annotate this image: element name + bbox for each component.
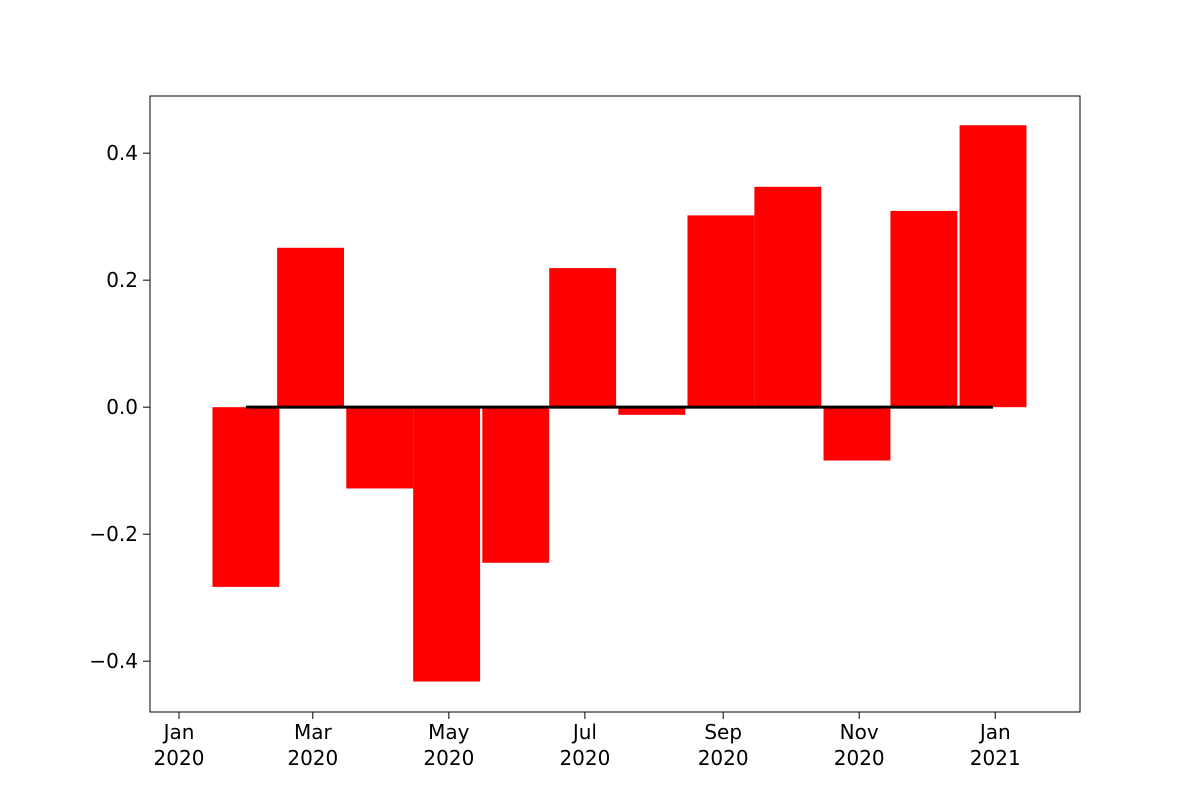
x-tick-label-year: 2020 (287, 746, 338, 770)
y-tick-label: 0.0 (106, 395, 138, 419)
bar-2020-09-30 (754, 186, 822, 408)
x-tick-label-month: Nov (840, 720, 879, 744)
bar-2020-05-31 (482, 407, 550, 563)
x-tick-label: Mar 2020 (287, 720, 338, 770)
x-tick-label-month: Jan (162, 720, 195, 744)
x-tick-label-year: 2020 (698, 746, 749, 770)
bar-2020-04-30 (413, 407, 481, 682)
bar-2020-01-31 (212, 407, 280, 587)
x-tick-label: Nov 2020 (834, 720, 885, 770)
bar-2020-06-30 (549, 268, 617, 408)
bar-2020-07-31 (618, 407, 686, 415)
x-tick-label-year: 2020 (834, 746, 885, 770)
bar-2020-10-31 (823, 407, 891, 461)
x-tick-label: Sep 2020 (698, 720, 749, 770)
x-tick-label-year: 2020 (423, 746, 474, 770)
x-tick-label-month: Jan (978, 720, 1011, 744)
x-tick-label: May 2020 (423, 720, 474, 770)
bar-2020-11-30 (890, 210, 958, 408)
x-tick-label: Jan 2021 (970, 720, 1021, 770)
bar-2020-03-31 (346, 407, 414, 489)
bar-2020-02-29 (277, 247, 345, 408)
y-tick-label: 0.2 (106, 268, 138, 292)
x-tick-label-month: Sep (704, 720, 742, 744)
x-tick-label-month: Mar (294, 720, 333, 744)
x-tick-label: Jan 2020 (154, 720, 205, 770)
x-tick-label-month: May (428, 720, 470, 744)
plot-frame (149, 95, 1081, 713)
y-tick-label: −0.2 (89, 522, 138, 546)
x-tick-label-year: 2021 (970, 746, 1021, 770)
x-tick-label-month: Jul (571, 720, 597, 744)
x-tick-label: Jul 2020 (559, 720, 610, 770)
bar-2020-12-31 (959, 125, 1027, 408)
x-tick-label-year: 2020 (154, 746, 205, 770)
y-axis-ticks: 0.4 0.2 0.0 −0.2 −0.4 (89, 141, 150, 673)
bar-2020-08-31 (687, 215, 755, 408)
y-tick-label: 0.4 (106, 141, 138, 165)
x-tick-label-year: 2020 (559, 746, 610, 770)
y-tick-label: −0.4 (89, 649, 138, 673)
bars-layer (212, 125, 1027, 682)
